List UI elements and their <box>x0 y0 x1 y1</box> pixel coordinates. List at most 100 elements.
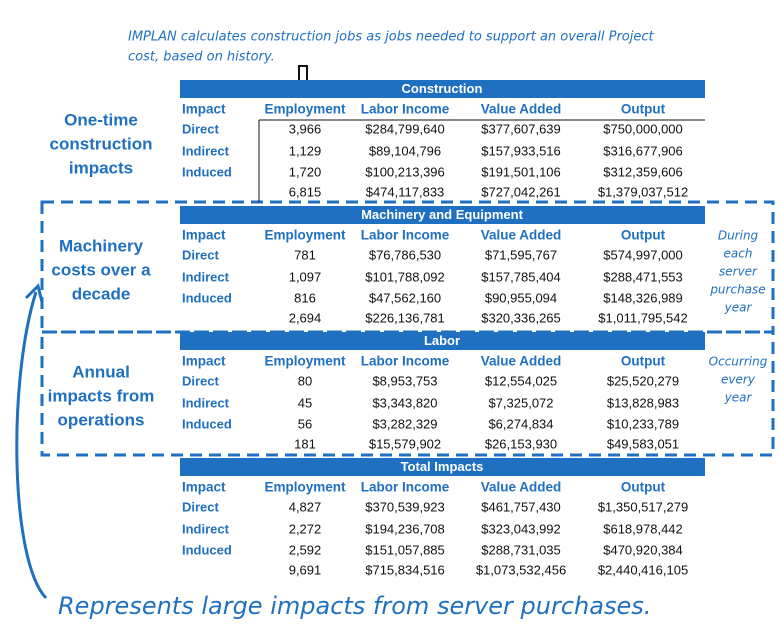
cell: 181 <box>294 436 316 451</box>
row-label: Induced <box>182 416 232 431</box>
note-line: IMPLAN calculates construction jobs as j… <box>128 30 655 45</box>
side-label: Annual <box>72 362 130 381</box>
cell: $47,562,160 <box>369 290 441 305</box>
row-label: Direct <box>182 121 220 136</box>
section-title: Machinery and Equipment <box>361 207 523 222</box>
cell: $370,539,923 <box>365 499 445 514</box>
cell: $7,325,072 <box>488 395 553 410</box>
cell: $15,579,902 <box>369 436 441 451</box>
cell: $3,343,820 <box>372 395 437 410</box>
cell: $71,595,767 <box>485 247 557 262</box>
cell: 9,691 <box>289 562 322 577</box>
section-bar <box>180 332 705 350</box>
cell: $2,440,416,105 <box>598 562 688 577</box>
side-annotation: year <box>724 301 753 315</box>
column-header: Value Added <box>481 102 562 117</box>
cell: 1,097 <box>289 269 322 284</box>
cell: $3,282,329 <box>372 416 437 431</box>
cell: 2,272 <box>289 521 322 536</box>
arrow-head <box>24 283 44 303</box>
side-label: construction <box>50 134 153 153</box>
cell: 45 <box>298 395 312 410</box>
cell: 6,815 <box>289 184 322 199</box>
side-label: Machinery <box>59 236 144 255</box>
cell: $157,933,516 <box>481 143 561 158</box>
cell: $148,326,989 <box>603 290 683 305</box>
cell: $89,104,796 <box>369 143 441 158</box>
note-line: cost, based on history. <box>128 50 275 65</box>
column-header: Labor Income <box>361 354 450 369</box>
side-label: decade <box>72 284 131 303</box>
cell: $312,359,606 <box>603 164 683 179</box>
cell: $226,136,781 <box>365 310 445 325</box>
section-bar <box>180 458 705 476</box>
cell: $100,213,396 <box>365 164 445 179</box>
cell: $6,274,834 <box>488 416 553 431</box>
cell: $12,554,025 <box>485 373 557 388</box>
side-annotation: server <box>719 265 758 279</box>
cell: $574,997,000 <box>603 247 683 262</box>
cell: $461,757,430 <box>481 499 561 514</box>
side-label: operations <box>58 410 145 429</box>
cell: $284,799,640 <box>365 121 445 136</box>
side-annotation: purchase <box>709 283 765 297</box>
cell: $191,501,106 <box>481 164 561 179</box>
cell: $715,834,516 <box>365 562 445 577</box>
cell: $194,236,708 <box>365 521 445 536</box>
cell: 2,592 <box>289 542 322 557</box>
row-label: Induced <box>182 290 232 305</box>
row-label: Direct <box>182 247 220 262</box>
cell: 4,827 <box>289 499 322 514</box>
column-header: Output <box>621 102 666 117</box>
cell: $13,828,983 <box>607 395 679 410</box>
cell: $474,117,833 <box>366 184 445 199</box>
cell: $1,011,795,542 <box>598 310 687 325</box>
column-header: Impact <box>182 354 226 369</box>
cell: $10,233,789 <box>607 416 679 431</box>
column-header: Output <box>621 354 666 369</box>
cell: $157,785,404 <box>481 269 561 284</box>
cell: 56 <box>298 416 312 431</box>
column-header: Employment <box>264 480 346 495</box>
cell: $618,978,442 <box>603 521 683 536</box>
cell: $1,379,037,512 <box>598 184 688 199</box>
side-label: impacts <box>69 158 133 177</box>
row-label: Indirect <box>182 269 230 284</box>
column-header: Value Added <box>481 480 562 495</box>
column-header: Impact <box>182 228 226 243</box>
side-label: impacts from <box>48 386 155 405</box>
section-title: Total Impacts <box>401 459 484 474</box>
cell: 2,694 <box>289 310 322 325</box>
column-header: Labor Income <box>361 228 450 243</box>
cell: $750,000,000 <box>603 121 683 136</box>
row-label: Indirect <box>182 521 230 536</box>
cell: $76,786,530 <box>369 247 441 262</box>
row-label: Indirect <box>182 395 230 410</box>
column-header: Value Added <box>481 354 562 369</box>
cell: $320,336,265 <box>481 310 561 325</box>
side-annotation: each <box>724 247 753 261</box>
row-label: Indirect <box>182 143 230 158</box>
row-label: Induced <box>182 164 232 179</box>
side-annotation: During <box>718 229 759 243</box>
column-header: Output <box>621 480 666 495</box>
row-label: Direct <box>182 499 220 514</box>
cell: $288,731,035 <box>481 542 561 557</box>
curved-arrow <box>15 291 48 600</box>
cell: $316,677,906 <box>603 143 683 158</box>
section-bar <box>180 80 705 98</box>
section-title: Construction <box>402 81 483 96</box>
column-header: Impact <box>182 480 226 495</box>
section-title: Labor <box>424 333 460 348</box>
side-label: costs over a <box>51 260 151 279</box>
column-header: Employment <box>264 354 346 369</box>
cell: $1,073,532,456 <box>476 562 566 577</box>
row-label: Direct <box>182 373 220 388</box>
footer-note: Represents large impacts from server pur… <box>58 592 651 620</box>
column-header: Employment <box>264 102 346 117</box>
cell: $26,153,930 <box>485 436 557 451</box>
cell: $288,471,553 <box>603 269 683 284</box>
cell: 781 <box>294 247 316 262</box>
cell: 3,966 <box>289 121 322 136</box>
